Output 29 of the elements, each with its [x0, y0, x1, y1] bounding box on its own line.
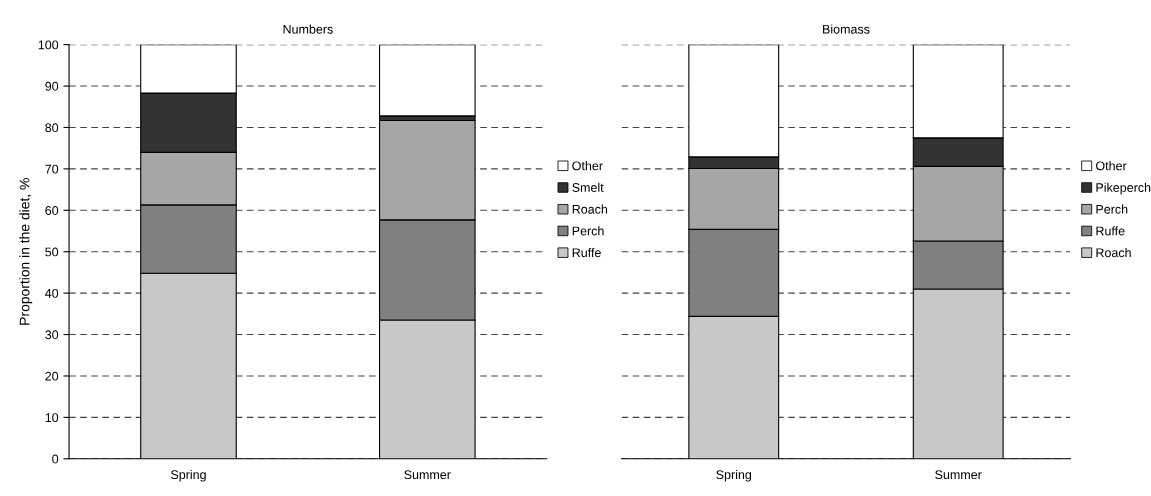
- legend-label: Perch: [572, 226, 604, 236]
- x-tick-label: Spring: [170, 469, 206, 482]
- y-tick-label: 50: [45, 247, 59, 257]
- y-tick-label: 100: [38, 40, 59, 50]
- bar: [378, 44, 476, 117]
- legend-label: Ruffe: [572, 247, 601, 258]
- legend-label: Roach: [1096, 247, 1131, 258]
- x-tick-label: Summer: [404, 470, 451, 480]
- x-tick-label: Spring: [716, 469, 752, 482]
- y-tick-label: 80: [45, 123, 59, 133]
- chart-title: Numbers: [283, 24, 333, 34]
- legend-label: Roach: [572, 204, 608, 214]
- chart-title: Biomass: [823, 24, 870, 34]
- y-tick-label: 90: [45, 81, 59, 91]
- legend-label: Smelt: [572, 182, 604, 192]
- y-tick-label: 10: [45, 413, 59, 423]
- y-tick-label: 30: [45, 330, 59, 340]
- y-tick-label: 0: [52, 454, 59, 464]
- y-tick-label: 20: [45, 371, 59, 381]
- legend-label: Other: [1096, 161, 1127, 171]
- y-tick-label: 60: [45, 206, 59, 215]
- y-axis-title: Proportion in the diet, %: [19, 178, 33, 325]
- legend-label: Ruffe: [1096, 226, 1125, 236]
- legend-label: Pikeperch: [1096, 182, 1151, 195]
- y-tick-label: 70: [45, 164, 59, 174]
- x-tick-label: Summer: [935, 470, 982, 480]
- y-tick-label: 40: [45, 288, 59, 298]
- legend-label: Other: [572, 161, 603, 171]
- legend-label: Perch: [1096, 204, 1128, 214]
